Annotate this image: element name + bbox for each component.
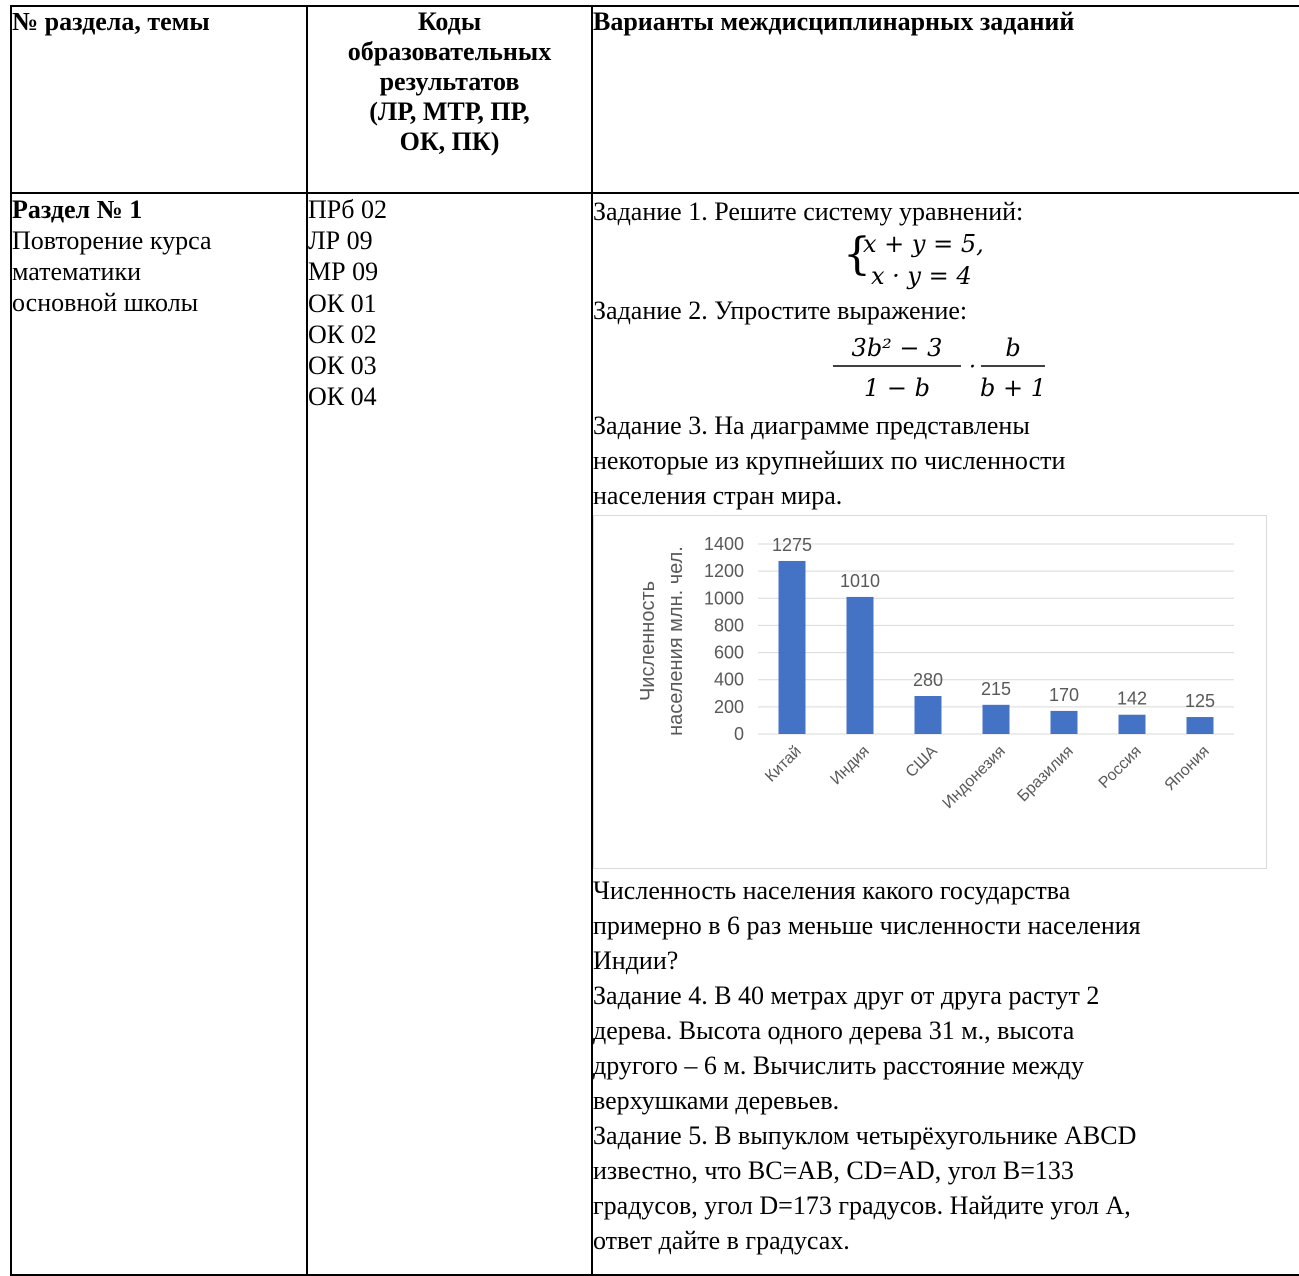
data-label: 280 — [913, 670, 943, 690]
header-row: № раздела, темы Коды образовательных рез… — [10, 5, 1299, 194]
population-chart: 0 200 400 600 800 1000 1200 1400 Численность насе… — [594, 515, 1267, 869]
header-codes-line: ОК, ПК) — [399, 127, 500, 156]
code-item: МР 09 — [308, 257, 379, 287]
bar — [982, 704, 1010, 734]
task5-line: Задание 5. В выпуклом четырёхугольнике A… — [593, 1121, 1137, 1150]
task3-line: некоторые из крупнейших по численности — [593, 446, 1066, 475]
code-item: ОК 02 — [308, 319, 377, 349]
header-tasks: Варианты междисциплинарных заданий — [591, 5, 1299, 194]
task2-text: Задание 2. Упростите выражение: — [593, 296, 968, 325]
header-codes-line: (ЛР, МТР, ПР, — [369, 97, 530, 126]
y-tick-label: 600 — [714, 643, 744, 663]
section-title: Раздел № 1 — [12, 195, 143, 224]
y-axis-title: Численность — [637, 581, 659, 701]
fraction-expression: 3b² − 3 1 − b · b b + 1 — [831, 328, 1299, 408]
code-item: ОК 04 — [308, 382, 377, 412]
y-axis-title: населения млн. чел. — [665, 546, 687, 736]
category-label: США — [903, 743, 941, 781]
fraction-svg: 3b² − 3 1 − b · b b + 1 — [833, 334, 1046, 402]
task3-line: населения стран мира. — [593, 481, 843, 510]
task3-line: Задание 3. На диаграмме представлены — [593, 411, 1030, 440]
header-codes-line: результатов — [379, 67, 520, 96]
task5-line: ответ дайте в градусах. — [593, 1226, 850, 1255]
task4-line: верхушками деревьев. — [593, 1086, 840, 1115]
chart-svg: 0 200 400 600 800 1000 1200 1400 Численность насе… — [637, 534, 1234, 812]
bar — [1050, 710, 1078, 734]
header-codes-line: образовательных — [347, 37, 552, 66]
equation-system: { x + y = 5, x · y = 4 — [843, 229, 1299, 293]
header-codes: Коды образовательных результатов (ЛР, МТ… — [306, 5, 593, 194]
section-topic-line: математики — [12, 257, 142, 286]
fraction-denominator: 1 − b — [864, 374, 930, 402]
category-label: Япония — [1162, 743, 1213, 794]
category-label: Индонезия — [940, 743, 1009, 812]
y-tick-label: 800 — [714, 615, 744, 635]
task4-line: Задание 4. В 40 метрах друг от друга рас… — [593, 981, 1100, 1010]
curriculum-table: № раздела, темы Коды образовательных рез… — [10, 5, 1299, 1276]
question-line: Численность населения какого государства — [593, 876, 1071, 905]
task4-line: другого – 6 м. Вычислить расстояние межд… — [593, 1051, 1084, 1080]
section-topic-line: основной школы — [12, 288, 199, 317]
code-item: ОК 03 — [308, 351, 377, 381]
multiply-dot: · — [969, 355, 976, 380]
bar — [1186, 717, 1214, 734]
category-label: Китай — [762, 743, 805, 786]
tasks-cell: Задание 1. Решите систему уравнений: { x… — [591, 192, 1299, 1276]
task4-line: дерева. Высота одного дерева 31 м., высо… — [593, 1016, 1075, 1045]
brace-symbol: { — [843, 229, 871, 280]
fraction2-numerator: b — [1005, 334, 1020, 362]
data-label: 170 — [1049, 685, 1079, 705]
codes-cell: ПРб 02 ЛР 09 МР 09 ОК 01 ОК 02 ОК 03 ОК … — [306, 192, 593, 1276]
section-cell: Раздел № 1 Повторение курса математики о… — [10, 192, 308, 1276]
header-section: № раздела, темы — [10, 5, 308, 194]
data-label: 125 — [1185, 691, 1215, 711]
task5-line: известно, что BC=AB, CD=AD, угол B=133 — [593, 1156, 1074, 1185]
code-item: ПРб 02 — [308, 195, 387, 224]
bar — [778, 560, 806, 734]
bar — [846, 596, 874, 734]
task5-line: градусов, угол D=173 градусов. Найдите у… — [593, 1191, 1131, 1220]
data-label: 215 — [981, 679, 1011, 699]
data-label: 1275 — [772, 535, 812, 555]
y-tick-label: 200 — [714, 697, 744, 717]
y-tick-label: 1000 — [704, 588, 744, 608]
category-label: Индия — [827, 743, 872, 788]
bar — [1118, 714, 1146, 734]
data-label: 1010 — [840, 571, 880, 591]
content-row: Раздел № 1 Повторение курса математики о… — [10, 192, 1299, 1276]
header-codes-line: Коды — [417, 7, 482, 36]
y-tick-label: 400 — [714, 670, 744, 690]
question-line: примерно в 6 раз меньше численности насе… — [593, 911, 1141, 940]
y-tick-label: 1200 — [704, 561, 744, 581]
code-item: ОК 01 — [308, 288, 377, 318]
category-label: Бразилия — [1014, 743, 1076, 805]
code-item: ЛР 09 — [308, 226, 373, 256]
y-tick-label: 1400 — [704, 534, 744, 554]
equation-1: x + y = 5, — [863, 230, 984, 258]
y-tick-label: 0 — [734, 724, 744, 744]
section-topic-line: Повторение курса — [12, 226, 212, 255]
data-label: 142 — [1117, 689, 1147, 709]
fraction-numerator: 3b² − 3 — [852, 334, 943, 362]
bar — [914, 696, 942, 734]
task1-text: Задание 1. Решите систему уравнений: — [593, 197, 1024, 226]
fraction2-denominator: b + 1 — [980, 374, 1046, 402]
equation-2: x · y = 4 — [871, 262, 972, 290]
question-line: Индии? — [593, 946, 679, 975]
category-label: Россия — [1096, 743, 1145, 792]
